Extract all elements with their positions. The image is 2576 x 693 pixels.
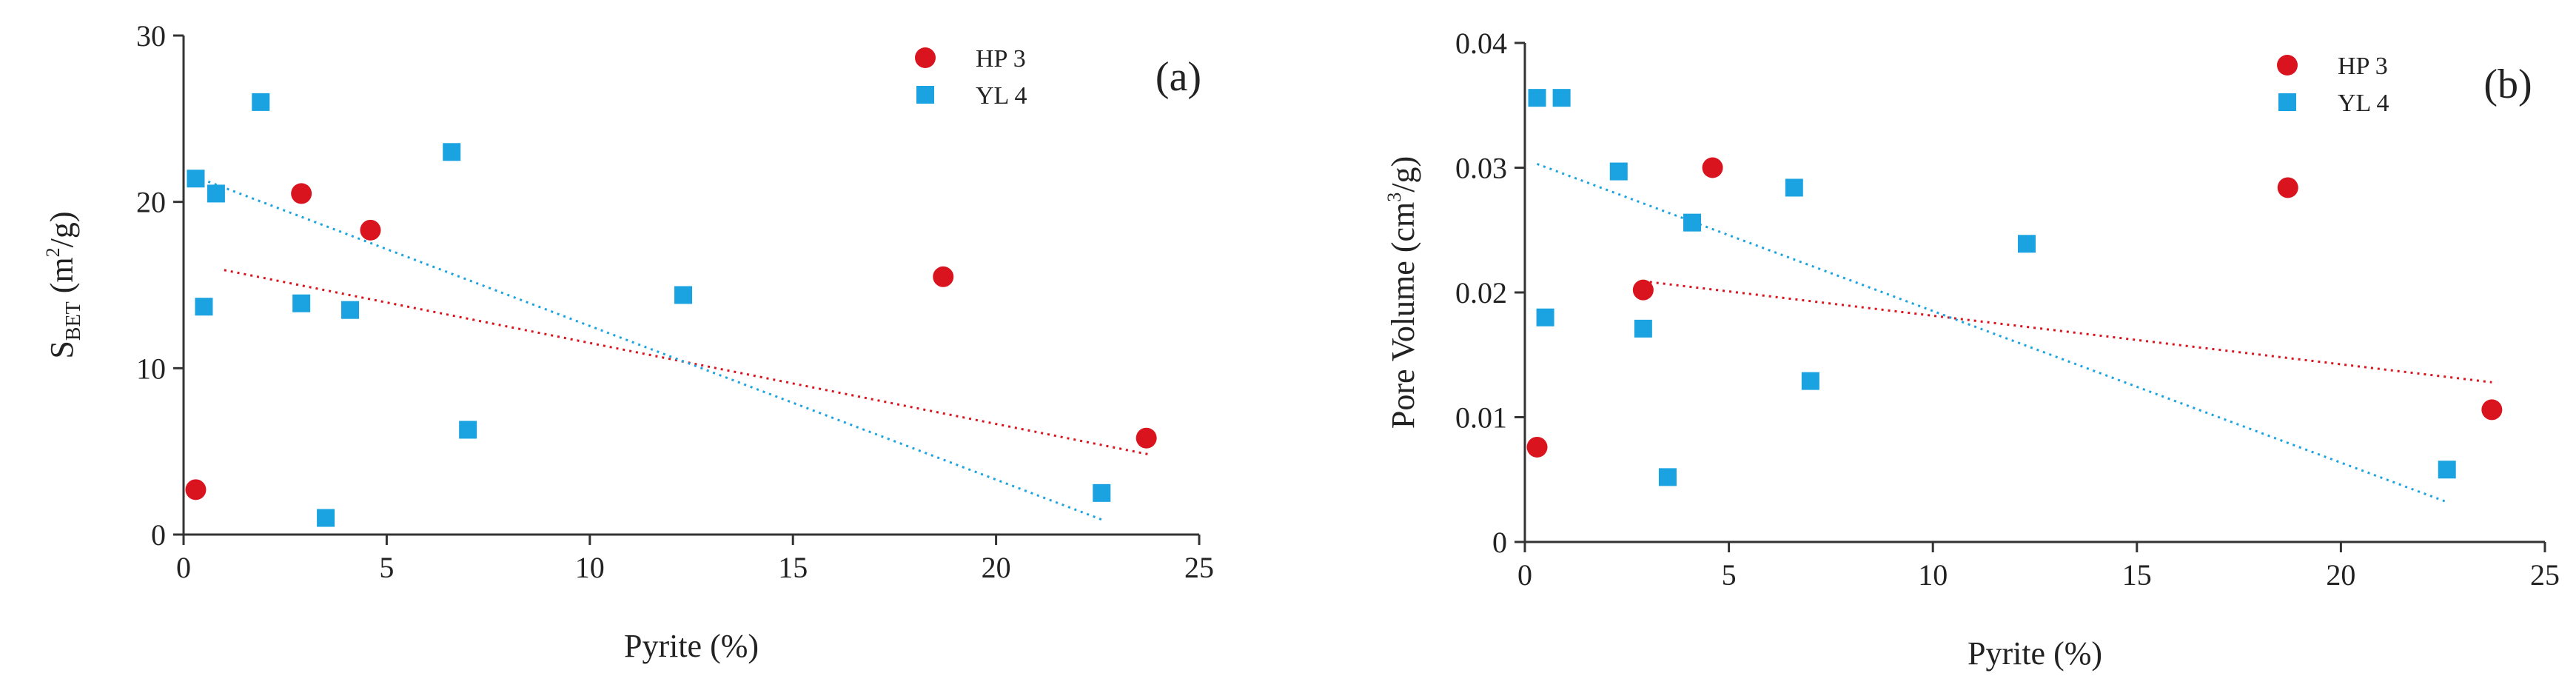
data-point-yl-4 (1658, 468, 1677, 486)
x-tick-label: 10 (575, 551, 605, 584)
data-point-yl-4 (1801, 372, 1819, 390)
x-tick-label: 10 (1918, 558, 1948, 592)
y-tick-label: 10 (136, 352, 166, 385)
x-axis-title: Pyrite (%) (624, 628, 759, 664)
data-point-yl-4 (207, 184, 225, 203)
legend-label-yl-4: YL 4 (2338, 90, 2389, 117)
data-point-hp-3 (1136, 427, 1157, 449)
data-point-hp-3 (291, 183, 312, 204)
panel-label: (b) (2483, 61, 2532, 107)
data-point-hp-3 (2481, 399, 2503, 421)
chart-panel-a: 0 5 10 15 20 25 0 10 20 30 Pyrite (%) SBET (m2/g) HP… (42, 19, 1214, 664)
data-point-yl-4 (1528, 89, 1546, 107)
x-tick-label: 5 (1722, 558, 1737, 592)
data-point-yl-4 (459, 421, 477, 439)
y-tick-label: 0 (1492, 526, 1507, 559)
y-axis-title: SBET (m2/g) (42, 211, 85, 358)
data-point-yl-4 (2438, 461, 2456, 479)
data-point-yl-4 (341, 301, 360, 319)
x-tick-label: 0 (176, 551, 191, 584)
legend-marker-yl-4 (2278, 93, 2296, 111)
y-tick-label: 0 (151, 518, 166, 552)
y-axis-title-main: S (44, 341, 80, 358)
data-point-yl-4 (674, 286, 693, 304)
y-axis-title-subscript: BET (62, 301, 85, 341)
data-point-yl-4 (1683, 213, 1701, 232)
trend-line-hp-3 (1643, 280, 2492, 384)
legend-marker-yl-4 (916, 86, 934, 104)
trend-line-yl-4 (1537, 163, 2448, 503)
x-tick-label: 15 (2122, 558, 2152, 592)
legend-label-hp-3: HP 3 (2338, 53, 2388, 80)
data-point-yl-4 (252, 93, 270, 111)
data-point-yl-4 (1785, 178, 1803, 197)
y-axis-title-superscript: 2 (42, 247, 64, 257)
data-point-yl-4 (1552, 89, 1571, 107)
data-point-yl-4 (2017, 235, 2036, 253)
x-tick-label: 15 (778, 551, 808, 584)
data-point-hp-3 (1526, 436, 1548, 458)
legend-marker-hp-3 (915, 47, 936, 68)
legend-label-yl-4: YL 4 (976, 82, 1027, 110)
x-axis-title: Pyrite (%) (1968, 635, 2102, 672)
data-point-hp-3 (2277, 177, 2298, 198)
panel-label: (a) (1155, 54, 1201, 100)
data-point-yl-4 (1536, 308, 1554, 327)
data-point-hp-3 (185, 479, 207, 500)
data-point-yl-4 (443, 143, 461, 161)
data-point-yl-4 (1093, 483, 1111, 502)
y-tick-label: 0.04 (1455, 27, 1507, 60)
y-tick-label: 0.03 (1455, 152, 1507, 185)
data-point-yl-4 (317, 509, 335, 527)
y-tick-label: 0.01 (1455, 401, 1507, 435)
data-point-hp-3 (933, 266, 954, 287)
data-point-yl-4 (1634, 319, 1652, 338)
x-tick-label: 0 (1517, 558, 1532, 592)
x-tick-label: 5 (379, 551, 394, 584)
x-tick-label: 25 (1184, 551, 1214, 584)
chart-panel-b: 0 5 10 15 20 25 0 0.01 0.02 0.03 0.04 Pyrite (%) Por… (1383, 27, 2560, 672)
x-tick-label: 20 (2326, 558, 2355, 592)
y-tick-label: 30 (136, 19, 166, 53)
data-point-hp-3 (1632, 279, 1654, 301)
y-axis-title-end: /g) (1385, 156, 1421, 192)
trend-line-yl-4 (195, 175, 1102, 521)
y-axis-title: Pore Volume (cm3/g) (1383, 156, 1421, 429)
data-point-hp-3 (360, 219, 381, 241)
data-point-yl-4 (292, 294, 311, 312)
x-tick-label: 25 (2530, 558, 2560, 592)
y-axis-title-end: /g) (44, 211, 80, 247)
y-axis-title-superscript: 3 (1383, 192, 1405, 202)
y-axis-title-unit: (m (44, 257, 80, 301)
data-point-yl-4 (187, 170, 205, 188)
data-point-yl-4 (1609, 162, 1628, 181)
data-point-hp-3 (1702, 157, 1723, 178)
legend-marker-hp-3 (2277, 55, 2298, 76)
y-axis-title-main: Pore Volume (cm (1385, 202, 1421, 429)
x-tick-label: 20 (982, 551, 1011, 584)
trend-line-hp-3 (224, 269, 1151, 456)
data-point-yl-4 (195, 298, 213, 316)
y-tick-label: 20 (136, 186, 166, 219)
legend-label-hp-3: HP 3 (976, 45, 1026, 73)
y-tick-label: 0.02 (1455, 276, 1507, 309)
